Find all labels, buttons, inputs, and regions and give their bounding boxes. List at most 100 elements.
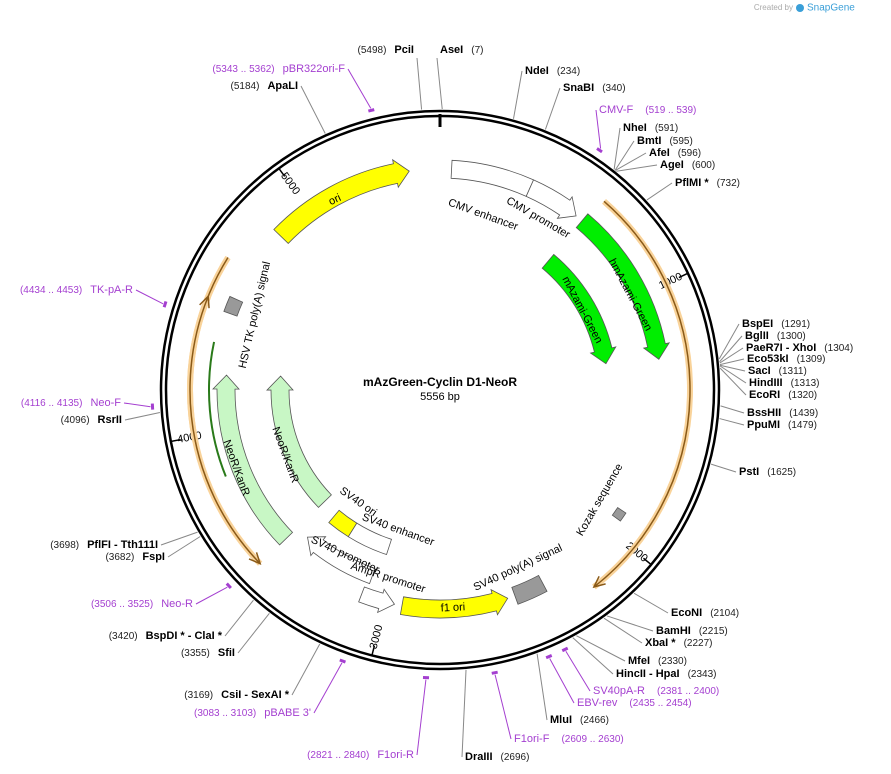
neor-arrow-inner <box>266 375 332 508</box>
hmazami-arrow <box>575 213 671 360</box>
site-label-a: HincII - HpaI <box>616 668 680 680</box>
site-label-a: (4096) <box>61 415 90 426</box>
site-label: BspEI (1291) <box>742 318 810 330</box>
site-label-a: MfeI <box>628 655 650 667</box>
site-label: BglII (1300) <box>745 330 806 342</box>
primer-line <box>549 658 575 704</box>
site-label-b: SfiI <box>218 647 235 659</box>
site-label: AgeI (600) <box>660 159 715 171</box>
site-label-b: (2104) <box>710 608 739 619</box>
plasmid-name: mAzGreen-Cyclin D1-NeoR <box>363 375 517 389</box>
site-label-a: NdeI <box>525 65 549 77</box>
primer-mark <box>545 654 553 660</box>
site-line <box>536 653 548 721</box>
site-label-a: XbaI * <box>645 637 676 649</box>
site-line <box>614 140 635 171</box>
site-label-a: BssHII <box>747 407 781 419</box>
tick-label: 5000 <box>278 170 302 197</box>
primer-line <box>565 651 591 692</box>
sv40-promoter <box>307 536 376 585</box>
site-line <box>416 57 423 110</box>
primer-label-b: F1ori-R <box>377 749 414 761</box>
site-label-a: MluI <box>550 714 572 726</box>
primer-mark <box>491 670 498 675</box>
primer-mark <box>225 582 232 590</box>
primer-mark <box>561 646 569 653</box>
site-label: SnaBI (340) <box>563 82 626 94</box>
primer-label-b: pBR322ori-F <box>283 63 346 75</box>
site-label-b: ApaLI <box>267 80 298 92</box>
site-label-b: (2330) <box>658 656 687 667</box>
site-label: HincII - HpaI (2343) <box>616 668 716 680</box>
primer-label: (4434 .. 4453) TK-pA-R <box>20 284 133 296</box>
primer-label-b: (2381 .. 2400) <box>657 686 719 697</box>
site-line <box>576 635 626 662</box>
site-label-b: (2215) <box>699 626 728 637</box>
site-label-b: (1439) <box>789 408 818 419</box>
primer-bind-arc-head <box>248 552 262 565</box>
site-label: MluI (2466) <box>550 714 609 726</box>
site-label-b: (1320) <box>788 390 817 401</box>
primer-line <box>135 289 164 305</box>
site-line <box>720 405 745 414</box>
sv40-enhancer <box>347 522 392 556</box>
site-label: (3169) CsiI - SexAI * <box>184 689 289 701</box>
site-label-a: (5184) <box>231 81 260 92</box>
site-label-b: (340) <box>602 83 625 94</box>
site-label-a: (5498) <box>358 45 387 56</box>
site-label-a: AfeI <box>649 147 670 159</box>
site-label: Eco53kI (1309) <box>747 353 826 365</box>
logo <box>796 4 804 12</box>
site-line <box>615 152 647 171</box>
site-line <box>300 85 326 134</box>
neor-arrow <box>212 374 294 546</box>
primer-mark <box>339 658 346 664</box>
f1ori-arrow <box>399 588 509 619</box>
primer-bind-arc-head <box>592 575 606 589</box>
cmv-promoter <box>525 179 577 219</box>
site-label-a: EcoRI <box>749 389 780 401</box>
inner-line <box>208 341 227 477</box>
site-label-b: (600) <box>692 160 715 171</box>
primer-label-b: pBABE 3' <box>264 707 311 719</box>
site-label-b: (591) <box>655 123 678 134</box>
primer-label-a: EBV-rev <box>577 697 618 709</box>
site-label-b: (2696) <box>501 752 530 763</box>
site-label-a: DraIII <box>465 751 493 763</box>
site-label-a: SnaBI <box>563 82 594 94</box>
site-label-a: EcoNI <box>671 607 702 619</box>
site-line <box>224 599 254 637</box>
mazami-arrow <box>541 253 617 365</box>
feature-label: Kozak sequence <box>574 462 625 538</box>
site-label-a: PstI <box>739 466 759 478</box>
site-label-b: (1625) <box>767 467 796 478</box>
site-line <box>124 412 161 421</box>
tick-mark <box>278 168 286 177</box>
site-line <box>513 70 523 119</box>
backbone-outer <box>159 109 721 671</box>
primer-label: (2821 .. 2840) F1ori-R <box>307 749 414 761</box>
primer-line <box>416 679 427 756</box>
site-line <box>719 364 746 372</box>
site-label-a: Eco53kI <box>747 353 789 365</box>
site-label-a: (3698) <box>50 540 79 551</box>
site-label-b: (1304) <box>824 343 853 354</box>
site-line <box>719 365 747 384</box>
primer-label-b: (519 .. 539) <box>645 105 696 116</box>
primer-line <box>195 586 228 605</box>
ori-arrow <box>273 158 410 244</box>
primer-label: CMV-F (519 .. 539) <box>599 104 696 116</box>
site-label-b: (1479) <box>788 420 817 431</box>
primer-label: EBV-rev (2435 .. 2454) <box>577 697 692 709</box>
kozak <box>611 507 627 522</box>
primer-label-b: (2435 .. 2454) <box>629 698 691 709</box>
site-label-b: (732) <box>717 178 740 189</box>
site-line <box>710 463 737 473</box>
site-line <box>544 87 561 130</box>
sv40-ori <box>328 509 358 538</box>
site-line <box>461 669 467 758</box>
site-label: PpuMI (1479) <box>747 419 817 431</box>
site-line <box>291 643 321 696</box>
brand: SnapGene <box>807 3 855 14</box>
